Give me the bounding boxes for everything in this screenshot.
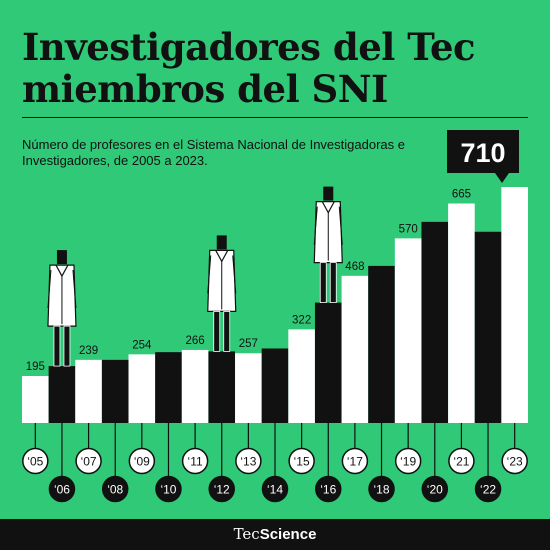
year-label: ‘22 xyxy=(480,483,496,497)
year-label: ‘11 xyxy=(188,455,203,469)
figure-leg xyxy=(63,325,71,367)
year-bubble xyxy=(101,475,129,503)
figure-arm xyxy=(313,206,318,245)
year-bubble xyxy=(261,475,289,503)
year-label: ‘14 xyxy=(267,483,283,497)
bar xyxy=(181,349,209,423)
figure-head xyxy=(56,250,67,265)
figure-leg xyxy=(213,311,221,352)
bar xyxy=(501,187,528,423)
bar xyxy=(128,354,156,423)
chart-title: Investigadores del Tec miembros del SNI xyxy=(22,25,476,111)
bar xyxy=(368,265,395,423)
year-bubble xyxy=(394,447,422,475)
brand-prefix: Tec xyxy=(233,525,260,543)
year-bubble xyxy=(22,447,49,475)
figure-leg xyxy=(319,262,327,304)
year-label: ‘05 xyxy=(27,455,43,469)
value-label: 266 xyxy=(186,335,205,347)
bar xyxy=(22,376,49,423)
bar xyxy=(288,329,315,423)
figure-arm xyxy=(47,270,52,309)
figure-arm xyxy=(72,270,77,309)
year-label: ‘13 xyxy=(240,455,256,469)
year-bubble xyxy=(448,447,475,475)
title-divider xyxy=(22,117,528,118)
year-label: ‘10 xyxy=(160,483,176,497)
year-label: ‘20 xyxy=(427,483,443,497)
year-label: ‘19 xyxy=(400,455,416,469)
figure-head xyxy=(216,235,227,250)
value-label: 468 xyxy=(345,261,364,273)
researcher-figure xyxy=(207,235,237,352)
year-label: ‘06 xyxy=(54,483,70,497)
bar xyxy=(474,231,502,423)
year-label: ‘08 xyxy=(107,483,123,497)
year-label: ‘09 xyxy=(134,455,150,469)
value-label: 239 xyxy=(79,345,98,357)
year-label: ‘16 xyxy=(320,483,336,497)
figure-arm xyxy=(232,255,237,294)
year-bubble xyxy=(341,447,369,475)
value-label: 665 xyxy=(452,189,471,201)
year-label: ‘12 xyxy=(214,483,230,497)
year-bubble xyxy=(501,447,528,475)
bar xyxy=(421,221,449,423)
bar xyxy=(101,359,129,423)
chart-subtitle: Número de profesores en el Sistema Nacio… xyxy=(22,137,405,168)
researcher-figure xyxy=(313,186,343,304)
year-bubble xyxy=(128,447,156,475)
bar xyxy=(155,352,182,423)
bar xyxy=(394,238,422,423)
highlight-value-label: 710 xyxy=(460,138,505,168)
bar xyxy=(448,203,475,423)
year-bubble xyxy=(288,447,315,475)
callout-pointer xyxy=(495,173,509,183)
year-bubble xyxy=(75,447,102,475)
year-label: ‘17 xyxy=(347,455,363,469)
value-label: 195 xyxy=(26,361,45,373)
footer-bar: TecScience xyxy=(0,519,550,550)
year-bubble xyxy=(48,475,76,503)
bar xyxy=(75,359,102,423)
value-label: 257 xyxy=(239,338,258,350)
bar xyxy=(208,351,236,423)
year-label: ‘23 xyxy=(507,455,523,469)
year-label: ‘07 xyxy=(81,455,97,469)
year-bubble xyxy=(421,475,449,503)
figure-leg xyxy=(223,311,231,352)
brand-logo: TecScience xyxy=(0,525,550,543)
brand-suffix: Science xyxy=(259,526,317,543)
figure-head xyxy=(323,186,334,201)
value-label: 570 xyxy=(399,223,418,235)
bar xyxy=(261,348,289,423)
bar xyxy=(48,366,76,423)
bar xyxy=(341,275,369,423)
year-bubble xyxy=(368,475,395,503)
year-bubble xyxy=(315,475,342,503)
figure-arm xyxy=(207,255,212,294)
value-label: 322 xyxy=(292,314,311,326)
figure-leg xyxy=(53,325,61,367)
year-label: ‘18 xyxy=(374,483,390,497)
year-bubble xyxy=(181,447,209,475)
year-label: ‘21 xyxy=(453,455,469,469)
year-bubble xyxy=(235,447,262,475)
bar-chart: ‘05 ‘06 ‘07 ‘08 ‘09 ‘10 ‘11 ‘12 ‘13 ‘14 ‘15 ‘16 ‘17 ‘… xyxy=(22,130,528,503)
year-label: ‘15 xyxy=(294,455,310,469)
highlight-callout xyxy=(447,130,519,173)
figure-arm xyxy=(338,206,343,245)
value-label: 254 xyxy=(132,339,152,351)
year-bubble xyxy=(474,475,502,503)
bar xyxy=(235,353,262,423)
year-bubble xyxy=(208,475,235,503)
bar xyxy=(314,302,342,423)
year-bubble xyxy=(155,475,182,503)
figure-leg xyxy=(329,262,337,304)
researcher-figure xyxy=(47,250,77,367)
